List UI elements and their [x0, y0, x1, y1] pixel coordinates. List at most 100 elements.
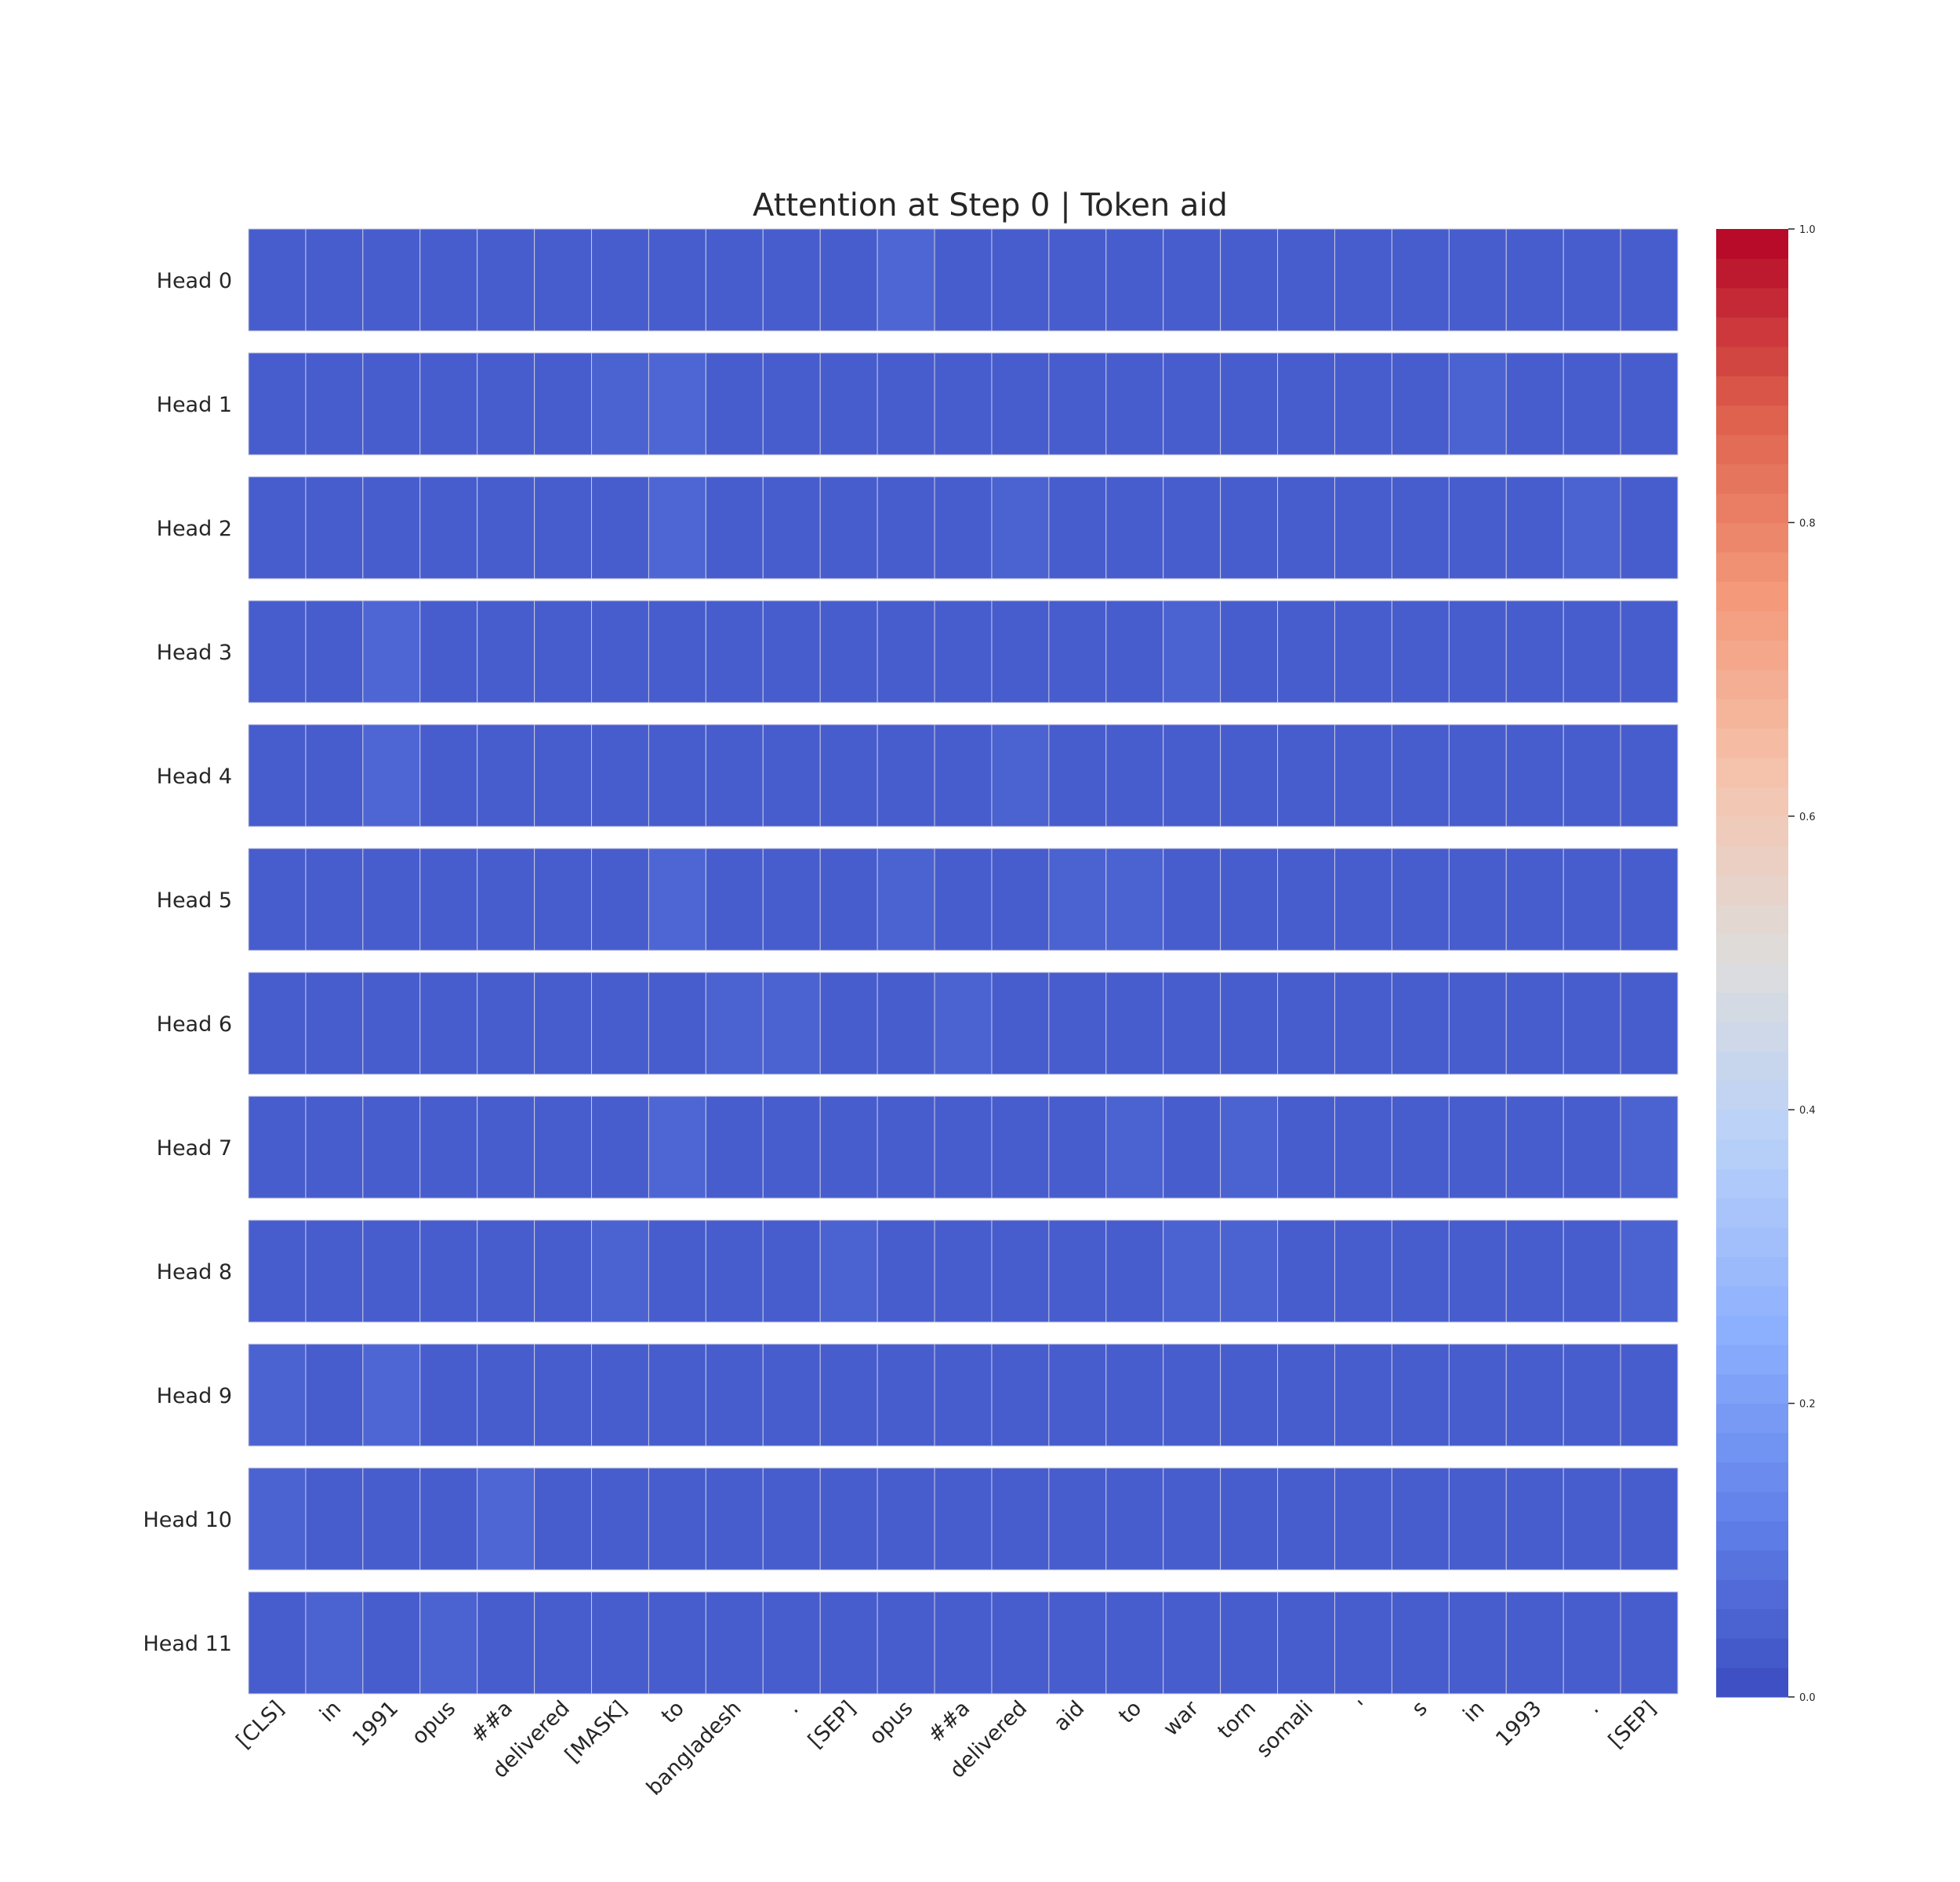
colorbar-segment	[1716, 640, 1788, 670]
colorbar-segment	[1716, 434, 1788, 465]
heatmap-cell	[305, 600, 364, 703]
colorbar-segment	[1716, 1550, 1788, 1580]
heatmap-cell	[362, 1591, 421, 1695]
column-label: opus	[865, 1696, 918, 1749]
column-label: ##a	[924, 1696, 975, 1748]
heatmap-cell	[1163, 848, 1221, 951]
heatmap-cell	[477, 476, 535, 579]
heatmap-cell	[1048, 352, 1107, 456]
column-label: to	[1114, 1696, 1146, 1728]
row-label: Head 10	[143, 1508, 232, 1532]
heatmap-cell	[1220, 972, 1279, 1075]
colorbar-segment	[1716, 845, 1788, 876]
heatmap-cell	[248, 1095, 307, 1199]
heatmap-cell	[1620, 848, 1679, 951]
heatmap-cell	[1448, 724, 1507, 827]
heatmap-cell	[1505, 1095, 1564, 1199]
heatmap-cell	[705, 228, 764, 332]
heatmap-cell	[1391, 228, 1450, 332]
heatmap-cell	[1391, 1343, 1450, 1447]
colorbar-segment	[1716, 1520, 1788, 1551]
colorbar-segment	[1716, 816, 1788, 846]
colorbar-segment	[1716, 933, 1788, 964]
heatmap-cell	[248, 600, 307, 703]
heatmap-cell	[477, 1219, 535, 1323]
colorbar-segment	[1716, 1110, 1788, 1140]
heatmap-cell	[1163, 352, 1221, 456]
colorbar-segment	[1716, 1608, 1788, 1639]
heatmap-cell	[248, 1591, 307, 1695]
heatmap-cell	[1620, 1591, 1679, 1695]
heatmap-cell	[1105, 1591, 1164, 1695]
row-label: Head 11	[143, 1632, 232, 1656]
heatmap-cell	[362, 1467, 421, 1571]
colorbar-segment	[1716, 346, 1788, 376]
heatmap-cell	[819, 848, 878, 951]
heatmap-cell	[1620, 228, 1679, 332]
row-label: Head 0	[157, 269, 232, 293]
heatmap-cell	[819, 476, 878, 579]
colorbar-tick-label: 0.6	[1799, 812, 1816, 823]
heatmap-cell	[1448, 600, 1507, 703]
heatmap-cell	[1048, 1343, 1107, 1447]
row-label: Head 6	[157, 1012, 232, 1037]
heatmap-cell	[1563, 476, 1621, 579]
heatmap-cell	[1105, 1467, 1164, 1571]
heatmap-cell	[1563, 724, 1621, 827]
heatmap-cell	[762, 972, 821, 1075]
heatmap-cell	[1048, 848, 1107, 951]
colorbar-segment	[1716, 874, 1788, 905]
heatmap-cell	[1620, 1219, 1679, 1323]
heatmap-cell	[591, 1219, 649, 1323]
heatmap-cell	[1105, 600, 1164, 703]
colorbar-segment	[1716, 1021, 1788, 1052]
heatmap-cell	[1505, 1591, 1564, 1695]
colorbar-segment	[1716, 1462, 1788, 1492]
heatmap-cell	[877, 972, 935, 1075]
heatmap-cell	[1277, 972, 1335, 1075]
colorbar-segment	[1716, 904, 1788, 935]
column-label: in	[1458, 1696, 1489, 1727]
heatmap-cell	[1220, 1219, 1279, 1323]
heatmap-cell	[1163, 1467, 1221, 1571]
heatmap-cell	[819, 228, 878, 332]
colorbar-segment	[1716, 1374, 1788, 1404]
heatmap-cell	[648, 1591, 706, 1695]
heatmap-cell	[991, 1467, 1050, 1571]
heatmap-cell	[419, 228, 478, 332]
heatmap-cell	[477, 352, 535, 456]
heatmap-cell	[1163, 1095, 1221, 1199]
colorbar-segment	[1716, 551, 1788, 582]
heatmap-cell	[762, 724, 821, 827]
heatmap-cell	[1620, 600, 1679, 703]
heatmap-cell	[1563, 972, 1621, 1075]
heatmap-cell	[1620, 1467, 1679, 1571]
heatmap-cell	[1620, 724, 1679, 827]
heatmap-cell	[1448, 1095, 1507, 1199]
heatmap-cell	[419, 1467, 478, 1571]
heatmap-cell	[1448, 1343, 1507, 1447]
heatmap-cell	[819, 1219, 878, 1323]
heatmap-cell	[877, 1343, 935, 1447]
heatmap-cell	[877, 1591, 935, 1695]
heatmap-cell	[1334, 476, 1392, 579]
heatmap-cell	[877, 1095, 935, 1199]
heatmap-cell	[362, 972, 421, 1075]
heatmap-cell	[305, 228, 364, 332]
heatmap-cell	[1220, 1467, 1279, 1571]
colorbar-segment	[1716, 992, 1788, 1023]
heatmap-cell	[1448, 476, 1507, 579]
colorbar-segment	[1716, 581, 1788, 612]
heatmap-cell	[591, 848, 649, 951]
heatmap-cell	[705, 1591, 764, 1695]
heatmap-cell	[819, 1095, 878, 1199]
heatmap-cell	[591, 352, 649, 456]
heatmap-cell	[591, 972, 649, 1075]
heatmap-cell	[534, 1591, 593, 1695]
heatmap-cell	[1391, 972, 1450, 1075]
heatmap-cell	[1105, 1219, 1164, 1323]
heatmap-cell	[762, 600, 821, 703]
heatmap-cell	[1448, 352, 1507, 456]
heatmap-cell	[762, 1343, 821, 1447]
heatmap-cell	[419, 600, 478, 703]
